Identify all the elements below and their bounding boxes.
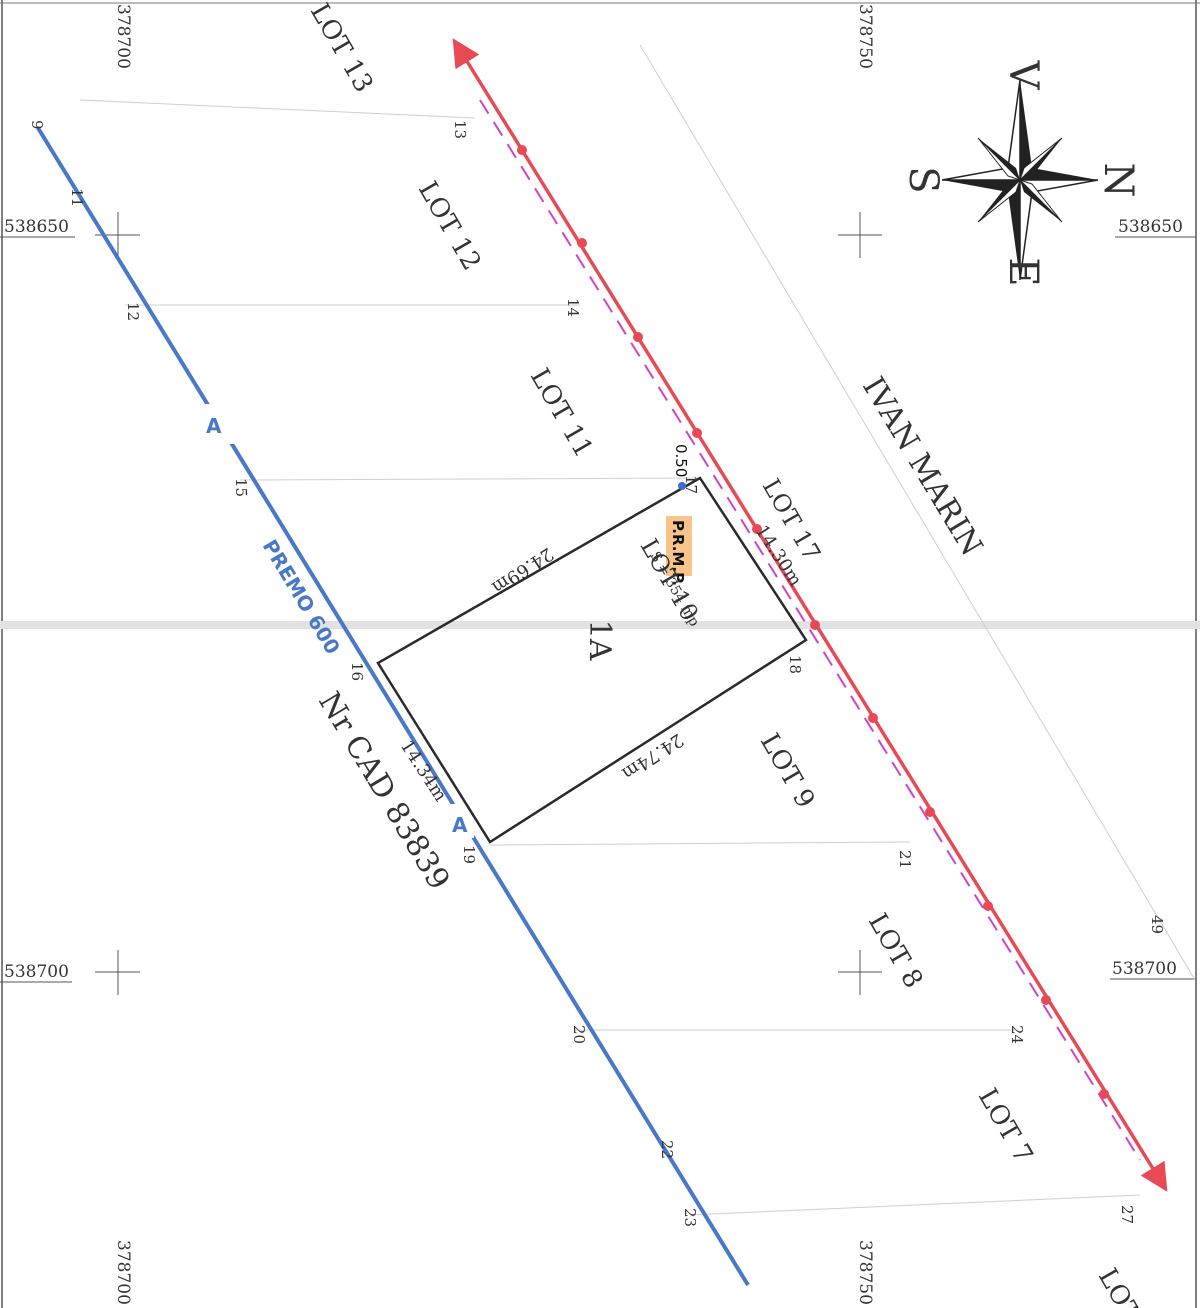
survey-point-marker [678,482,686,490]
point-16-label: 16 [348,662,366,681]
road-premo-line [36,126,750,1287]
compass-west-label: V [1000,60,1046,91]
lot-8-label: LOT 8 [862,909,928,994]
parcel-dim-left: 24.69m [488,543,557,598]
point-18-label: 18 [786,655,804,674]
lot-7-label: LOT 7 [972,1084,1038,1169]
lot-13-label: LOT 13 [304,0,379,98]
parcel-offset-label: 0.50 [672,444,690,477]
lot-9-label: LOT 9 [754,729,820,814]
grid-y-label-left-top: 538650 [4,217,69,237]
survey-point-labels: 13 14 17 18 21 24 27 11 12 15 16 19 20 2… [28,120,1166,1227]
point-27-label: 27 [1118,1205,1136,1224]
grid-x-label-left-top: 378700 [113,4,133,69]
road-section-a-bottom: A [452,813,468,837]
grid-y-label-left-bottom: 538700 [4,962,69,982]
point-13-label: 13 [451,120,469,139]
point-9-label: 9 [28,120,46,130]
grid-cross-tr [838,212,882,258]
boundary-vertices [517,145,1109,1099]
point-20-label: 20 [570,1025,588,1044]
compass-north-label: N [1095,163,1141,198]
point-17-label: 17 [682,475,700,494]
prmp-marker-label: P.R.M.P. [669,520,687,586]
grid-x-label-right-bottom: 378750 [855,1240,875,1305]
grid-x-label-left-bottom: 378700 [113,1240,133,1305]
point-49-label: 49 [1148,915,1166,934]
point-22-label: 22 [658,1140,676,1159]
lot-12-label: LOT 12 [412,177,487,276]
street-centerline-magenta [479,99,1141,1161]
parcel-1a-outline [376,476,808,844]
lot-partial-label: LOT [1092,1264,1146,1308]
compass-south-label: S [900,166,946,193]
point-14-label: 14 [564,298,582,317]
street-name-label: IVAN MARIN [855,371,989,562]
point-15-label: 15 [232,478,250,497]
grid-y-label-right-bottom: 538700 [1112,959,1177,979]
road-section-a-top: A [206,414,222,438]
parcel-id-label: 1A [582,620,617,661]
grid-cross-br [838,950,882,995]
point-12-label: 12 [124,302,142,321]
prmp-marker-box [666,516,692,576]
point-23-label: 23 [681,1208,699,1227]
point-19-label: 19 [460,845,478,864]
point-24-label: 24 [1008,1025,1026,1044]
street-boundary-red [452,38,1168,1192]
compass-east-label: E [1000,257,1046,286]
point-21-label: 21 [896,850,914,869]
lot-11-label: LOT 11 [524,364,599,463]
grid-y-label-right-top: 538650 [1118,217,1183,237]
grid-x-label-right-top: 378750 [855,4,875,69]
point-11-label: 11 [68,188,86,207]
grid-cross-bl [95,950,140,995]
compass-rose-icon [941,79,1099,281]
